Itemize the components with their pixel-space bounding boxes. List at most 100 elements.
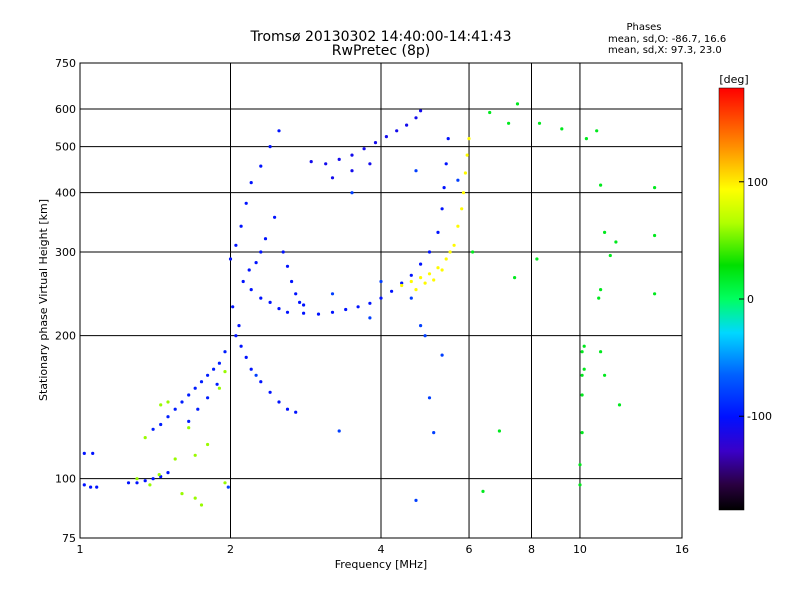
- echo-point: [151, 477, 155, 481]
- echo-point: [82, 451, 86, 455]
- echo-point: [653, 233, 657, 238]
- echo-point: [330, 292, 335, 296]
- echo-point: [193, 496, 197, 500]
- echo-point: [324, 162, 328, 166]
- echo-point: [298, 300, 302, 304]
- echo-point: [259, 164, 263, 168]
- echo-point: [157, 473, 161, 477]
- echo-point: [249, 288, 253, 292]
- echo-point: [234, 334, 238, 338]
- colorbar-label: [deg]: [719, 73, 748, 86]
- echo-point: [187, 393, 191, 397]
- echo-point: [166, 400, 170, 404]
- echo-point: [316, 312, 321, 316]
- echo-point: [400, 283, 404, 288]
- echo-point: [294, 292, 298, 296]
- echo-point: [432, 278, 436, 282]
- y-axis-ticks: 75 100 200 300 400 500 600 750: [55, 57, 76, 545]
- echo-point: [277, 400, 281, 404]
- echo-point: [206, 442, 210, 447]
- echo-point: [414, 169, 418, 173]
- echo-point: [507, 121, 511, 125]
- y-tick-label: 75: [62, 532, 76, 545]
- echo-point: [217, 386, 221, 390]
- y-tick-label: 100: [55, 473, 76, 486]
- echo-point: [481, 489, 485, 493]
- x-axis-label: Frequency [MHz]: [335, 558, 427, 571]
- echo-point: [653, 186, 657, 190]
- echo-point: [379, 279, 383, 284]
- echo-point: [196, 407, 200, 411]
- echo-point: [350, 153, 354, 157]
- echo-point: [180, 492, 184, 496]
- echo-point: [409, 279, 413, 284]
- echo-point: [126, 481, 131, 485]
- echo-point: [419, 276, 423, 280]
- echo-point: [215, 382, 219, 386]
- echo-point: [436, 266, 440, 270]
- y-tick-label: 750: [55, 57, 76, 70]
- echo-point: [578, 463, 582, 467]
- echo-point: [414, 498, 418, 502]
- echo-point: [231, 305, 235, 309]
- echo-point: [285, 310, 290, 314]
- echo-point: [187, 419, 191, 423]
- y-tick-label: 200: [55, 330, 76, 343]
- echo-point: [239, 224, 243, 228]
- echo-point: [159, 403, 163, 407]
- echo-point: [277, 129, 281, 133]
- echo-point: [423, 281, 427, 285]
- echo-point: [290, 279, 294, 284]
- echo-point: [427, 396, 432, 400]
- echo-point: [285, 407, 290, 411]
- echo-point: [653, 292, 657, 296]
- echo-point: [463, 171, 467, 175]
- echo-point: [281, 250, 285, 254]
- echo-point: [259, 296, 263, 300]
- colorbar-tick-label: -100: [747, 410, 772, 423]
- echo-point: [436, 230, 440, 234]
- echo-point: [259, 380, 263, 384]
- x-tick-label: 1: [77, 543, 84, 556]
- echo-point: [95, 485, 99, 489]
- echo-point: [206, 396, 210, 400]
- echo-point: [452, 243, 456, 247]
- phases-mean-x: mean, sd,X: 97.3, 23.0: [608, 45, 722, 56]
- echo-point: [582, 344, 586, 348]
- x-tick-label: 16: [675, 543, 689, 556]
- echo-point: [180, 400, 184, 404]
- echo-point: [456, 178, 460, 182]
- echo-point: [535, 257, 539, 261]
- echo-point: [513, 276, 517, 280]
- echo-point: [582, 367, 586, 371]
- echo-point: [368, 162, 372, 166]
- echo-point: [515, 102, 520, 106]
- echo-point: [91, 451, 95, 455]
- echo-point: [603, 373, 607, 377]
- echo-point: [263, 237, 268, 241]
- echo-point: [166, 471, 170, 475]
- echo-point: [384, 135, 388, 139]
- echo-point: [608, 253, 612, 258]
- echo-point: [187, 426, 191, 430]
- echo-point: [254, 373, 258, 377]
- echo-point: [135, 481, 139, 485]
- echo-point: [268, 300, 272, 304]
- echo-point: [414, 288, 418, 292]
- echo-point: [217, 361, 221, 365]
- echo-point: [580, 350, 584, 354]
- echo-point: [247, 268, 251, 272]
- echo-point: [432, 431, 436, 435]
- echo-point: [193, 386, 197, 390]
- echo-point: [254, 261, 258, 265]
- echo-point: [405, 123, 409, 127]
- colorbar-ticks: 100 0 -100: [739, 176, 772, 423]
- echo-point: [244, 201, 248, 205]
- x-tick-label: 2: [227, 543, 234, 556]
- echo-point: [537, 121, 542, 125]
- echo-point: [560, 127, 564, 131]
- echo-point: [302, 303, 306, 307]
- echo-point: [617, 403, 622, 407]
- echo-point: [595, 129, 599, 133]
